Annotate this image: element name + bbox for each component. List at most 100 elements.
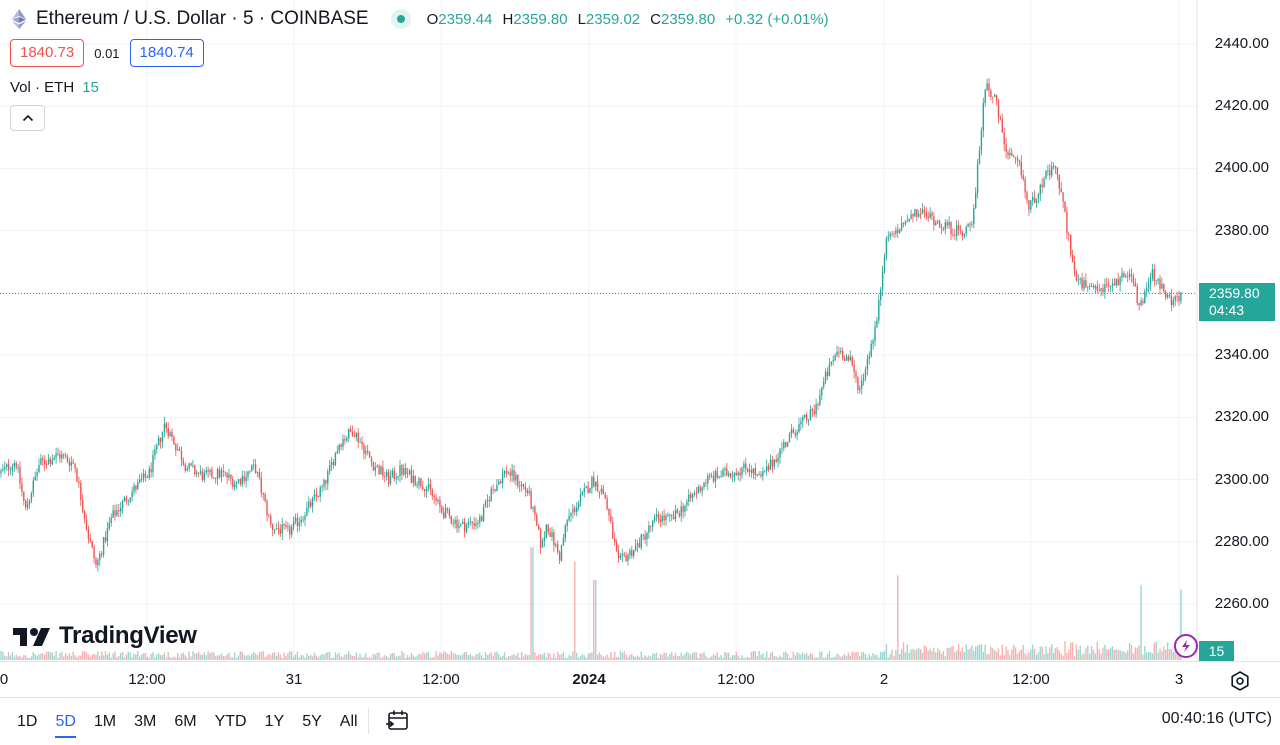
volume-bar — [123, 657, 126, 660]
candle-body — [807, 419, 810, 421]
candle-body — [144, 473, 147, 477]
candle-body — [1016, 158, 1019, 161]
volume-bar — [959, 651, 962, 660]
volume-bar — [526, 655, 528, 660]
volume-bar — [773, 656, 775, 660]
date-range-buttons: 1D 5D 1M 3M 6M YTD 1Y 5Y All — [17, 710, 376, 738]
volume-bar — [270, 655, 272, 660]
settings-icon[interactable] — [1229, 670, 1251, 692]
volume-bar — [790, 657, 793, 660]
range-button-ytd[interactable]: YTD — [214, 713, 247, 730]
volume-bar — [946, 647, 948, 660]
candle-body — [754, 468, 756, 475]
volume-bar — [95, 654, 97, 660]
range-button-5d[interactable]: 5D — [55, 710, 77, 738]
candle-body — [695, 493, 698, 494]
candle-body — [228, 474, 230, 478]
volume-bar — [482, 657, 485, 660]
volume-bar — [382, 656, 384, 660]
volume-bar — [199, 654, 202, 660]
volume-bar — [678, 656, 680, 660]
volume-legend[interactable]: Vol · ETH 15 — [10, 79, 99, 96]
candle-body — [317, 495, 319, 497]
candle-body — [653, 516, 656, 521]
symbol-title[interactable]: Ethereum / U.S. Dollar · 5 · COINBASE — [36, 8, 369, 29]
candle-body — [266, 501, 268, 516]
volume-bar — [133, 653, 135, 660]
volume-bar — [420, 654, 422, 660]
candle-body — [405, 468, 407, 475]
range-button-1m[interactable]: 1M — [93, 713, 117, 730]
candle-body — [661, 515, 663, 523]
volume-bar — [53, 655, 55, 660]
volume-bar — [298, 657, 300, 660]
volume-bar — [444, 652, 447, 660]
candle-body — [89, 538, 91, 541]
candle-body — [959, 229, 962, 232]
candle-body — [133, 485, 135, 492]
volume-bar — [642, 657, 644, 660]
candle-body — [817, 404, 819, 406]
candle-body — [310, 501, 312, 507]
candle-body — [399, 465, 401, 477]
sell-button[interactable]: 1840.73 — [10, 39, 85, 67]
candle-body — [471, 521, 473, 524]
candle-body — [99, 553, 101, 561]
volume-bar — [821, 651, 823, 660]
candle-body — [957, 225, 960, 230]
volume-bar — [1014, 647, 1017, 660]
buy-button[interactable]: 1840.74 — [129, 39, 204, 67]
candle-body — [574, 508, 576, 513]
volume-bar — [454, 653, 456, 660]
candle-body — [66, 456, 69, 462]
candle-body — [823, 381, 825, 387]
candle-body — [1026, 192, 1028, 201]
volume-bar — [393, 653, 395, 660]
candle-body — [752, 468, 755, 474]
candle-body — [397, 476, 399, 478]
candle-body — [665, 515, 667, 521]
volume-bar — [748, 657, 751, 660]
range-button-1d[interactable]: 1D — [17, 713, 38, 730]
volume-bar — [978, 644, 981, 660]
volume-bar — [412, 655, 414, 660]
utc-clock[interactable]: 00:40:16 (UTC) — [1161, 710, 1272, 727]
volume-bar — [68, 653, 71, 660]
volume-bar — [619, 651, 622, 660]
volume-bar — [944, 656, 946, 660]
range-button-3m[interactable]: 3M — [134, 713, 157, 730]
candle-body — [180, 450, 183, 461]
volume-bar — [292, 656, 295, 660]
market-status-indicator[interactable] — [390, 9, 411, 29]
range-button-all[interactable]: All — [339, 713, 358, 730]
volume-bar — [883, 651, 886, 660]
candle-body — [990, 90, 992, 97]
volume-bar — [1136, 647, 1138, 660]
candle-body — [633, 550, 635, 556]
range-button-6m[interactable]: 6M — [174, 713, 197, 730]
volume-bar — [741, 655, 743, 660]
flash-icon[interactable] — [1174, 634, 1198, 658]
calendar-icon[interactable] — [386, 709, 412, 733]
candle-body — [891, 233, 893, 235]
range-button-5y[interactable]: 5Y — [302, 713, 322, 730]
volume-bar — [418, 653, 420, 660]
candle-body — [32, 480, 34, 494]
volume-bar — [406, 655, 409, 660]
candle-body — [549, 532, 551, 537]
volume-bar — [220, 653, 223, 660]
candle-body — [1039, 184, 1041, 195]
range-button-1y[interactable]: 1Y — [264, 713, 285, 730]
tradingview-logo[interactable]: TradingView — [13, 622, 197, 650]
volume-bar — [798, 653, 800, 660]
chevron-up-icon — [22, 114, 33, 122]
volume-bar — [1007, 650, 1009, 660]
volume-bar — [177, 653, 179, 660]
collapse-legend-button[interactable] — [10, 105, 45, 131]
volume-bar — [1090, 645, 1093, 660]
candle-body — [684, 505, 686, 512]
volume-bar — [1128, 642, 1131, 660]
volume-bar — [686, 651, 688, 660]
volume-bar — [665, 652, 667, 660]
